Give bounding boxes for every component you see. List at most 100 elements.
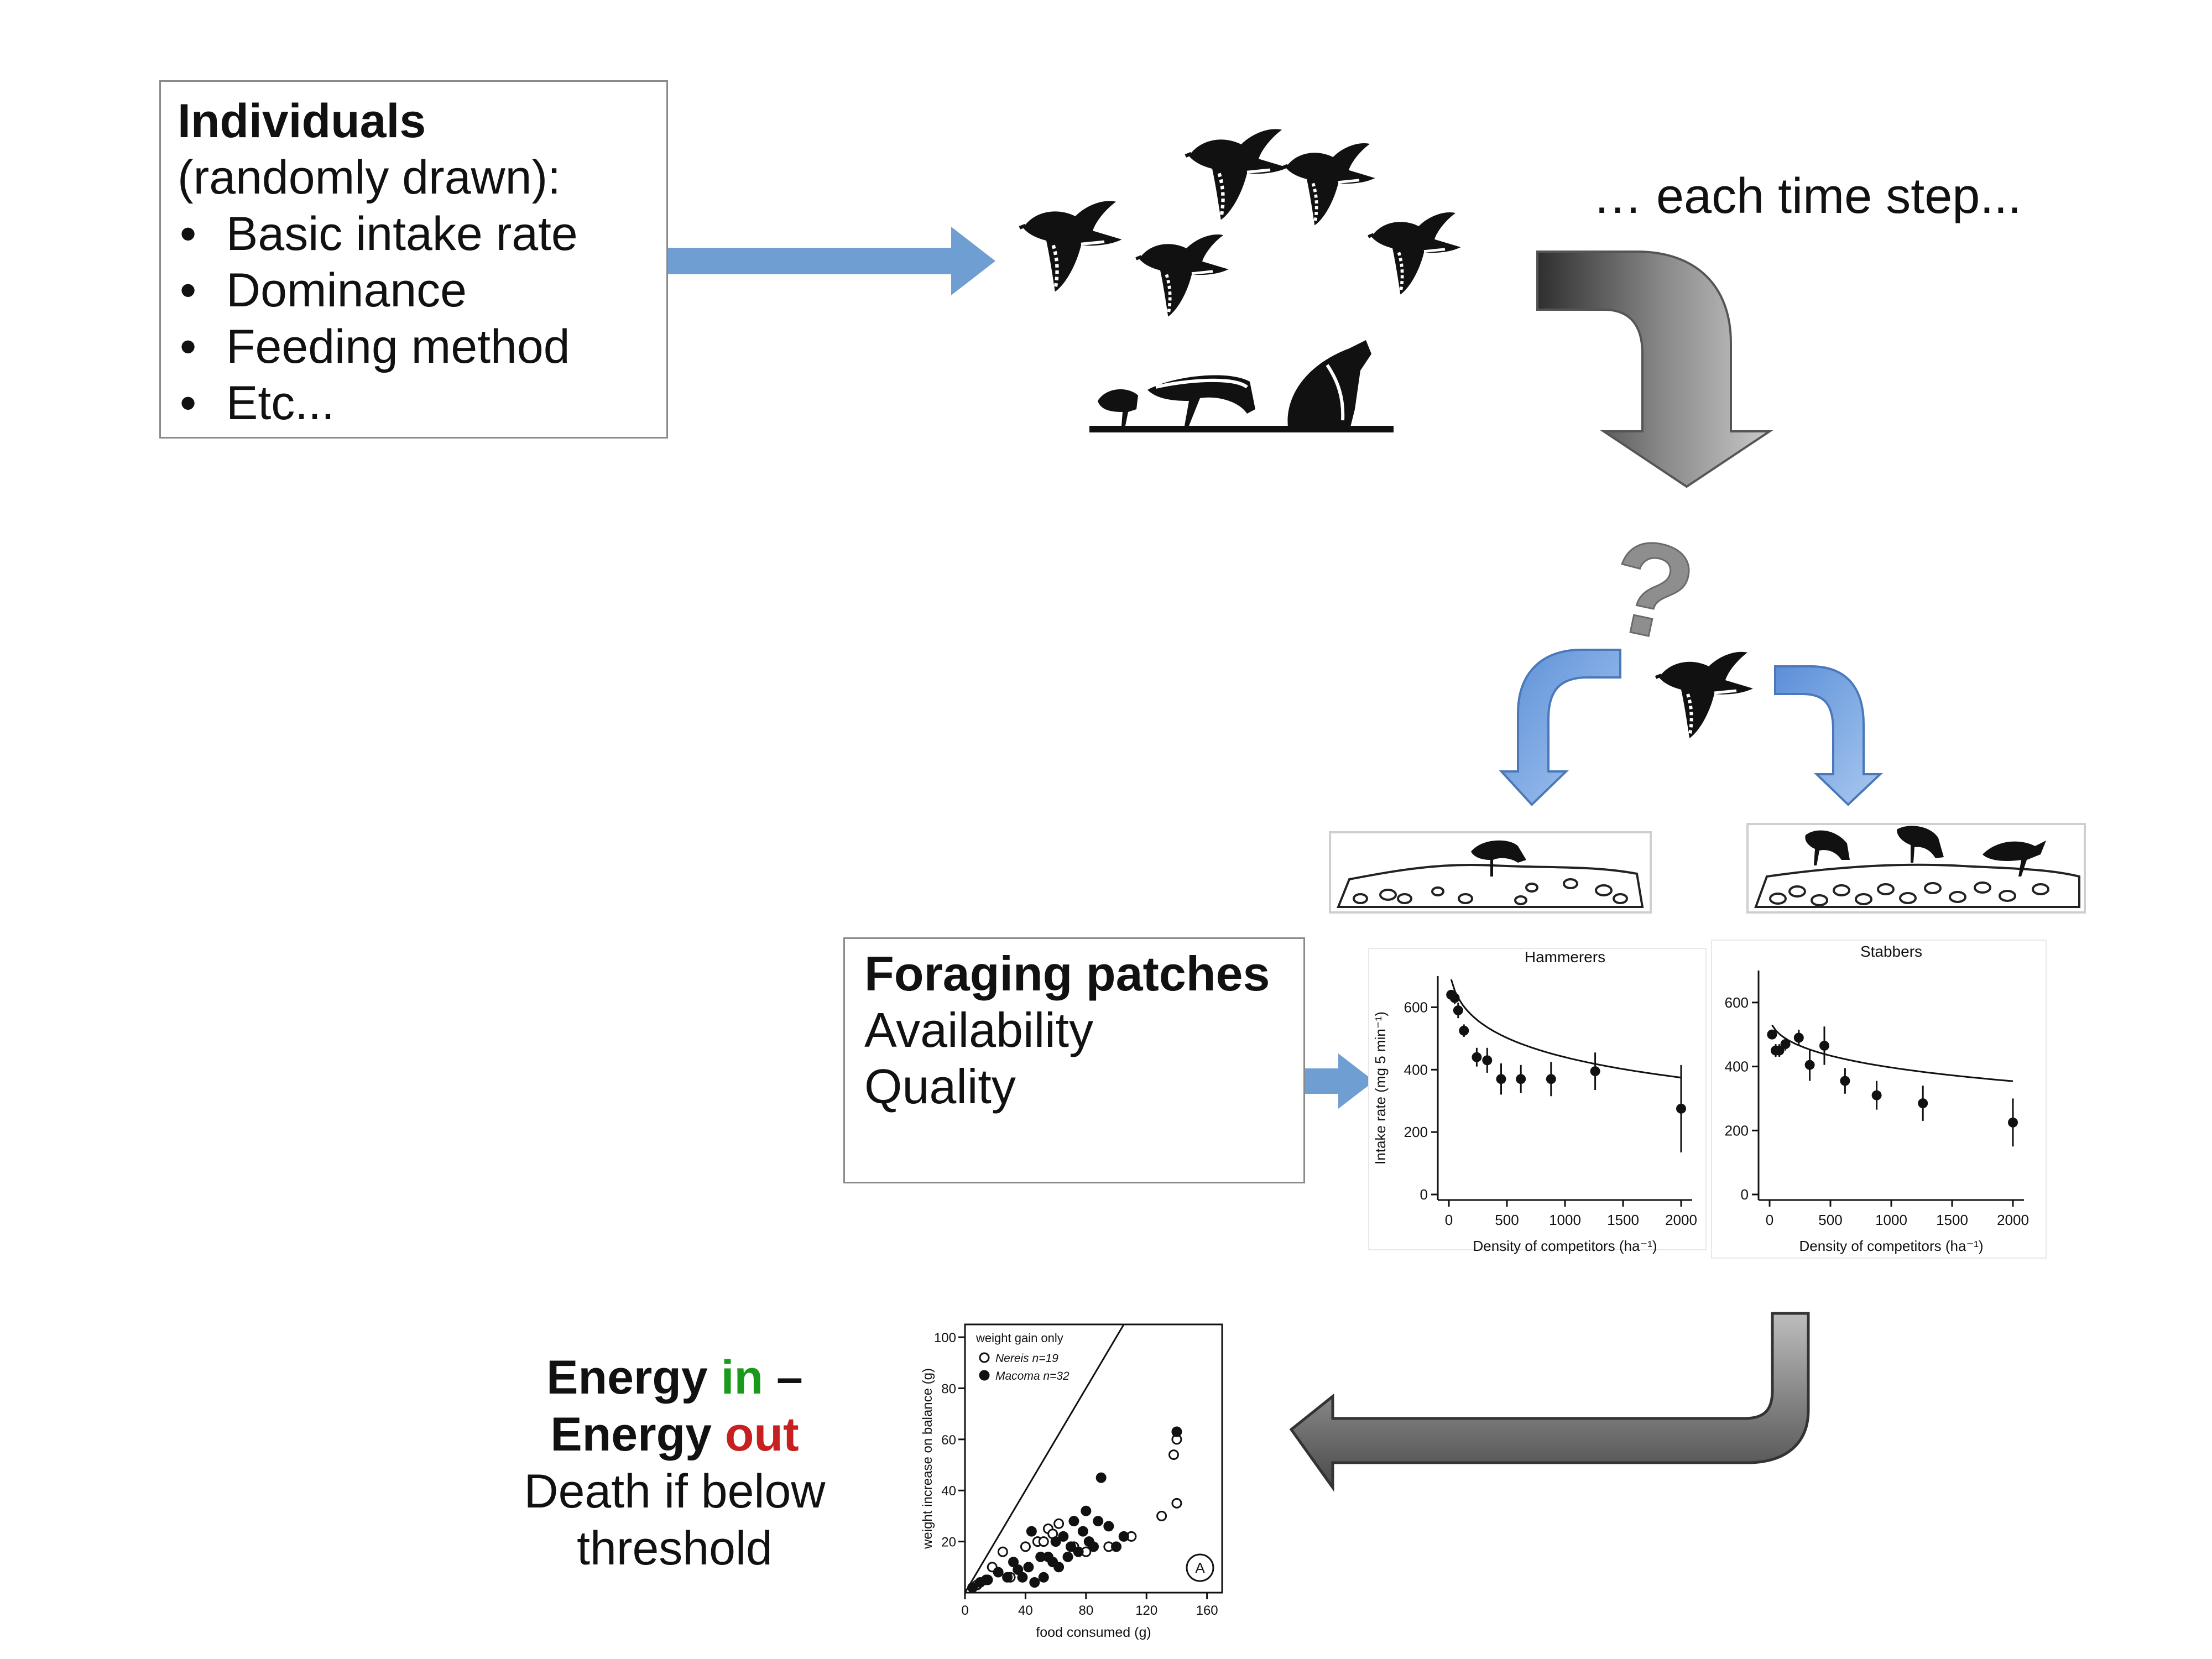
data-point	[1453, 1005, 1463, 1016]
data-point	[1103, 1521, 1114, 1532]
data-point	[1804, 1060, 1815, 1070]
data-point	[1062, 1551, 1073, 1562]
data-point	[1118, 1531, 1129, 1542]
y-tick-label: 0	[1741, 1186, 1749, 1203]
x-tick-label: 120	[1135, 1603, 1157, 1618]
data-point	[1819, 1040, 1829, 1051]
trait-item: Basic intake rate	[178, 206, 650, 262]
data-point	[1050, 1536, 1061, 1547]
death-line: Death if below	[524, 1465, 826, 1518]
data-point	[1590, 1066, 1600, 1077]
question-mark: ?	[1597, 509, 1707, 671]
data-point	[1020, 1541, 1031, 1552]
data-point	[1472, 1052, 1482, 1062]
data-point	[1459, 1025, 1469, 1036]
gray-arrow-down	[1536, 251, 1773, 488]
data-point	[1065, 1541, 1076, 1552]
panel-label-circle	[1186, 1553, 1214, 1582]
data-point	[1516, 1074, 1526, 1084]
energy-out-word: out	[724, 1408, 799, 1461]
legend-marker	[979, 1370, 990, 1381]
x-tick-label: 160	[1196, 1603, 1218, 1618]
data-point	[2008, 1117, 2018, 1128]
individuals-title: Individuals	[178, 95, 426, 148]
x-tick-label: 0	[1445, 1212, 1453, 1228]
data-point	[1793, 1032, 1804, 1043]
chart-hammerers-frame	[1368, 948, 1707, 1250]
energy-in-word: in	[721, 1351, 764, 1404]
data-point	[1482, 1055, 1493, 1066]
trait-item: Etc...	[178, 375, 650, 431]
energy-word: Energy	[550, 1408, 712, 1461]
data-point	[1081, 1505, 1092, 1516]
legend-marker	[979, 1352, 990, 1363]
data-point	[993, 1567, 1004, 1578]
x-tick-label: 1000	[1875, 1212, 1907, 1228]
data-point	[1111, 1541, 1122, 1552]
gray-arrow-left	[1289, 1312, 1810, 1492]
x-tick-label: 40	[1018, 1603, 1033, 1618]
x-tick-label: 2000	[1665, 1212, 1697, 1228]
data-point	[1093, 1516, 1104, 1527]
x-axis-label: Density of competitors (ha⁻¹)	[1799, 1238, 1983, 1254]
fit-curve	[1450, 979, 1682, 1079]
y-tick-label: 400	[1404, 1061, 1428, 1078]
data-point	[1068, 1516, 1079, 1527]
patch-left-bird	[1471, 840, 1526, 877]
data-point	[1038, 1536, 1049, 1547]
data-point	[982, 1574, 993, 1585]
chart-weight-frame	[912, 1313, 1230, 1645]
x-tick-label: 0	[961, 1603, 968, 1618]
data-point	[997, 1546, 1008, 1557]
data-point	[1871, 1090, 1882, 1100]
x-tick-label: 0	[1766, 1212, 1773, 1228]
fit-curve	[1771, 1024, 2013, 1082]
data-point	[1095, 1472, 1107, 1483]
x-axis-label: Density of competitors (ha⁻¹)	[1473, 1238, 1657, 1254]
foraging-patches-box: Foraging patches Availability Quality	[843, 937, 1305, 1183]
flying-birds	[1020, 129, 1461, 316]
x-tick-label: 1500	[1936, 1212, 1968, 1228]
y-tick-label: 40	[941, 1484, 956, 1499]
chart-hammerers: 0 200 400 600 0 500 1000 1500 2000 Hammerers Densi…	[1372, 948, 1697, 1254]
blue-arrow-right	[653, 227, 995, 295]
chart-stabbers: 0 200 400 600 0 500 1000 1500 2000 Stabbers Densit…	[1725, 943, 2029, 1254]
individuals-subtitle: (randomly drawn):	[178, 151, 561, 204]
x-axis-label: food consumed (g)	[1036, 1625, 1151, 1640]
data-point	[1449, 993, 1460, 1003]
y-tick-label: 400	[1725, 1058, 1749, 1075]
data-point	[1780, 1039, 1791, 1050]
x-tick-label: 1500	[1607, 1212, 1639, 1228]
data-point	[1546, 1074, 1556, 1084]
energy-out-line: Energy out	[481, 1406, 868, 1463]
individuals-box: Individuals (randomly drawn): Basic inta…	[159, 80, 668, 439]
unity-line	[964, 1324, 1125, 1593]
patch-right-birds	[1805, 826, 2046, 877]
data-point	[1168, 1449, 1179, 1460]
data-point	[1058, 1531, 1069, 1542]
data-point	[1013, 1564, 1024, 1575]
trait-item: Feeding method	[178, 319, 650, 375]
x-tick-label: 1000	[1549, 1212, 1581, 1228]
data-point	[1840, 1076, 1850, 1086]
plot-frame	[964, 1323, 1223, 1594]
y-tick-label: 600	[1404, 999, 1428, 1015]
foraging-line: Availability	[864, 1003, 1094, 1057]
chart-annotation: weight gain only	[975, 1331, 1063, 1345]
trait-item: Dominance	[178, 262, 650, 319]
legend-label: Macoma n=32	[995, 1370, 1070, 1383]
time-step-label: … each time step...	[1593, 169, 2022, 224]
data-point	[1767, 1029, 1777, 1040]
data-point	[1496, 1074, 1506, 1084]
chart-title: Stabbers	[1860, 943, 1922, 960]
data-point	[1073, 1546, 1084, 1557]
threshold-line: threshold	[577, 1522, 773, 1575]
y-tick-label: 0	[1420, 1186, 1428, 1203]
y-axis-label: Intake rate (mg 5 min⁻¹)	[1372, 1011, 1389, 1165]
patch-right	[1746, 823, 2086, 914]
energy-balance-text: Energy in – Energy out Death if below th…	[481, 1349, 868, 1577]
foraging-title: Foraging patches	[864, 946, 1270, 1001]
energy-dash: –	[776, 1351, 803, 1404]
data-point	[1077, 1526, 1088, 1537]
